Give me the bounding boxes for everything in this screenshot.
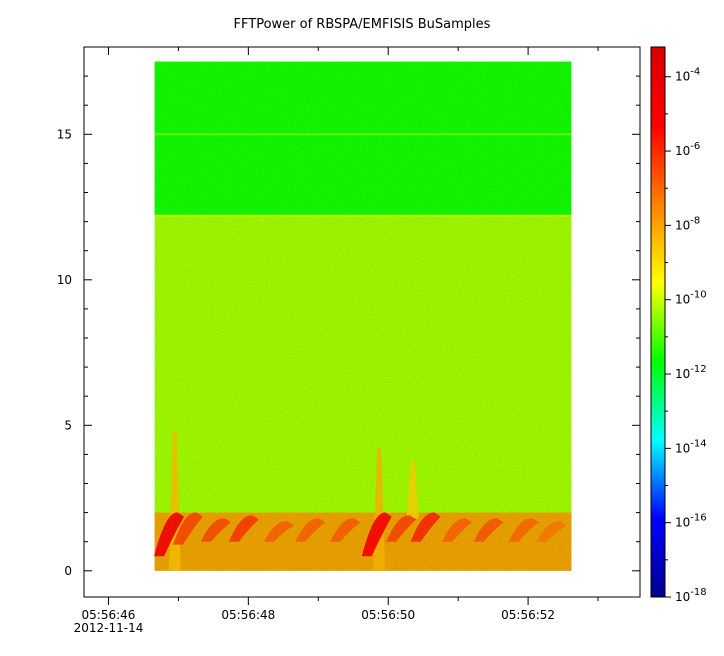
colorbar-tick-exponent: -16 xyxy=(690,513,706,524)
x-tick-label: 05:56:50 xyxy=(361,608,415,622)
colorbar-axis: 10-18 10-16 10-14 10-12 10-10 10-8 10-6 10-4 xyxy=(665,67,707,604)
colorbar-tick-exponent: -8 xyxy=(690,215,700,226)
x-tick-label: 05:56:52 xyxy=(501,608,555,622)
y-tick-label: 0 xyxy=(64,564,72,578)
y-tick-label: 15 xyxy=(57,127,72,141)
colorbar-tick-exponent: -14 xyxy=(690,438,706,449)
colorbar-tick-exponent: -6 xyxy=(690,141,700,152)
colorbar-tick-exponent: -4 xyxy=(690,67,700,78)
colorbar-tick-label: 10-8 xyxy=(675,215,700,232)
y-tick-label: 10 xyxy=(57,273,72,287)
y-axis: 0 5 10 15 xyxy=(57,75,640,578)
x-tick-date-label: 2012-11-14 xyxy=(74,621,144,635)
chart-title: FFTPower of RBSPA/EMFISIS BuSamples xyxy=(233,17,491,32)
y-tick-label: 5 xyxy=(64,418,72,432)
colorbar-tick-label: 10-6 xyxy=(675,141,700,158)
colorbar-tick-label: 10-12 xyxy=(675,364,707,381)
colorbar-tick-label: 10-10 xyxy=(675,290,707,307)
colorbar-tick-exponent: -18 xyxy=(690,587,706,598)
colorbar-tick-label: 10-18 xyxy=(675,587,707,604)
plot-frame xyxy=(83,46,641,598)
x-tick-label: 05:56:48 xyxy=(221,608,275,622)
colorbar-tick-exponent: -12 xyxy=(690,364,706,375)
x-tick-label: 05:56:46 xyxy=(82,608,136,622)
colorbar-tick-exponent: -10 xyxy=(690,290,706,301)
colorbar-tick-label: 10-4 xyxy=(675,67,700,84)
colorbar-tick-label: 10-14 xyxy=(675,438,707,455)
colorbar xyxy=(650,46,666,598)
colorbar-tick-label: 10-16 xyxy=(675,513,707,530)
noise-texture xyxy=(154,61,572,571)
